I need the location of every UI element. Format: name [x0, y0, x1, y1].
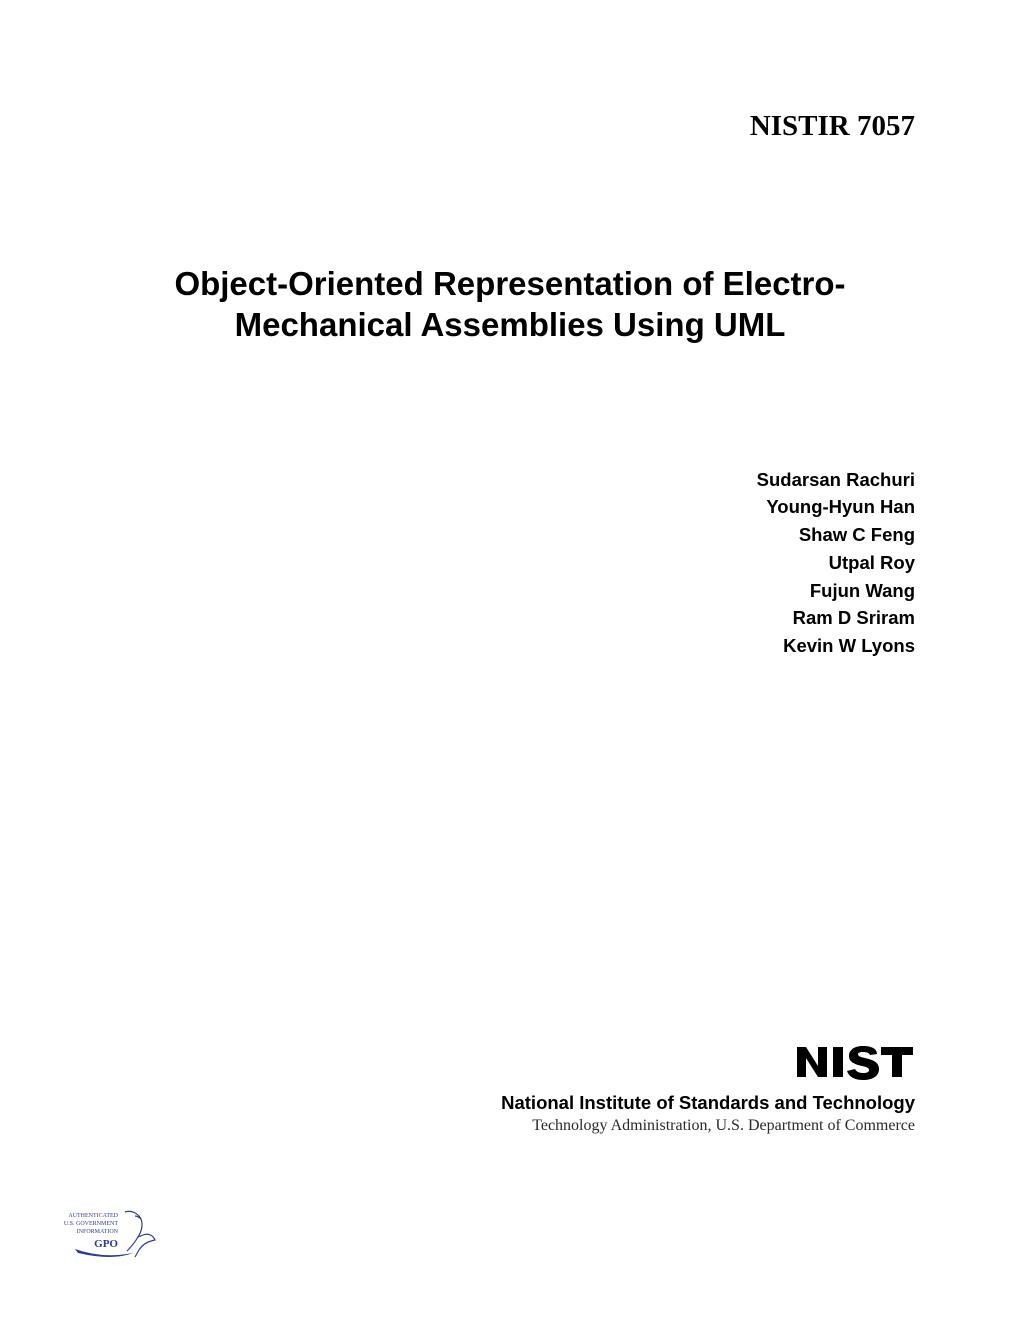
author: Sudarsan Rachuri — [105, 466, 915, 494]
eagle-icon — [125, 1211, 155, 1257]
nist-logo-icon — [795, 1045, 915, 1081]
gpo-label: GPO — [94, 1238, 118, 1250]
author: Shaw C Feng — [105, 521, 915, 549]
nist-full-name: National Institute of Standards and Tech… — [501, 1092, 915, 1114]
nist-attribution: National Institute of Standards and Tech… — [501, 1045, 915, 1135]
gpo-text-line: AUTHENTICATED — [68, 1213, 118, 1219]
author: Ram D Sriram — [105, 604, 915, 632]
swoosh-icon — [75, 1249, 133, 1257]
gpo-authentication-seal: AUTHENTICATED U.S. GOVERNMENT INFORMATIO… — [53, 1207, 163, 1265]
author: Fujun Wang — [105, 577, 915, 605]
author: Kevin W Lyons — [105, 632, 915, 660]
gpo-text-line: INFORMATION — [77, 1229, 119, 1235]
gpo-text-line: U.S. GOVERNMENT — [64, 1221, 119, 1227]
report-number: NISTIR 7057 — [105, 110, 915, 143]
author: Young-Hyun Han — [105, 493, 915, 521]
nist-subline: Technology Administration, U.S. Departme… — [501, 1117, 915, 1135]
author: Utpal Roy — [105, 549, 915, 577]
authors-list: Sudarsan Rachuri Young-Hyun Han Shaw C F… — [105, 466, 915, 660]
document-title: Object-Oriented Representation of Electr… — [105, 263, 915, 346]
title-line-2: Mechanical Assemblies Using UML — [235, 306, 786, 343]
title-line-1: Object-Oriented Representation of Electr… — [174, 265, 845, 302]
